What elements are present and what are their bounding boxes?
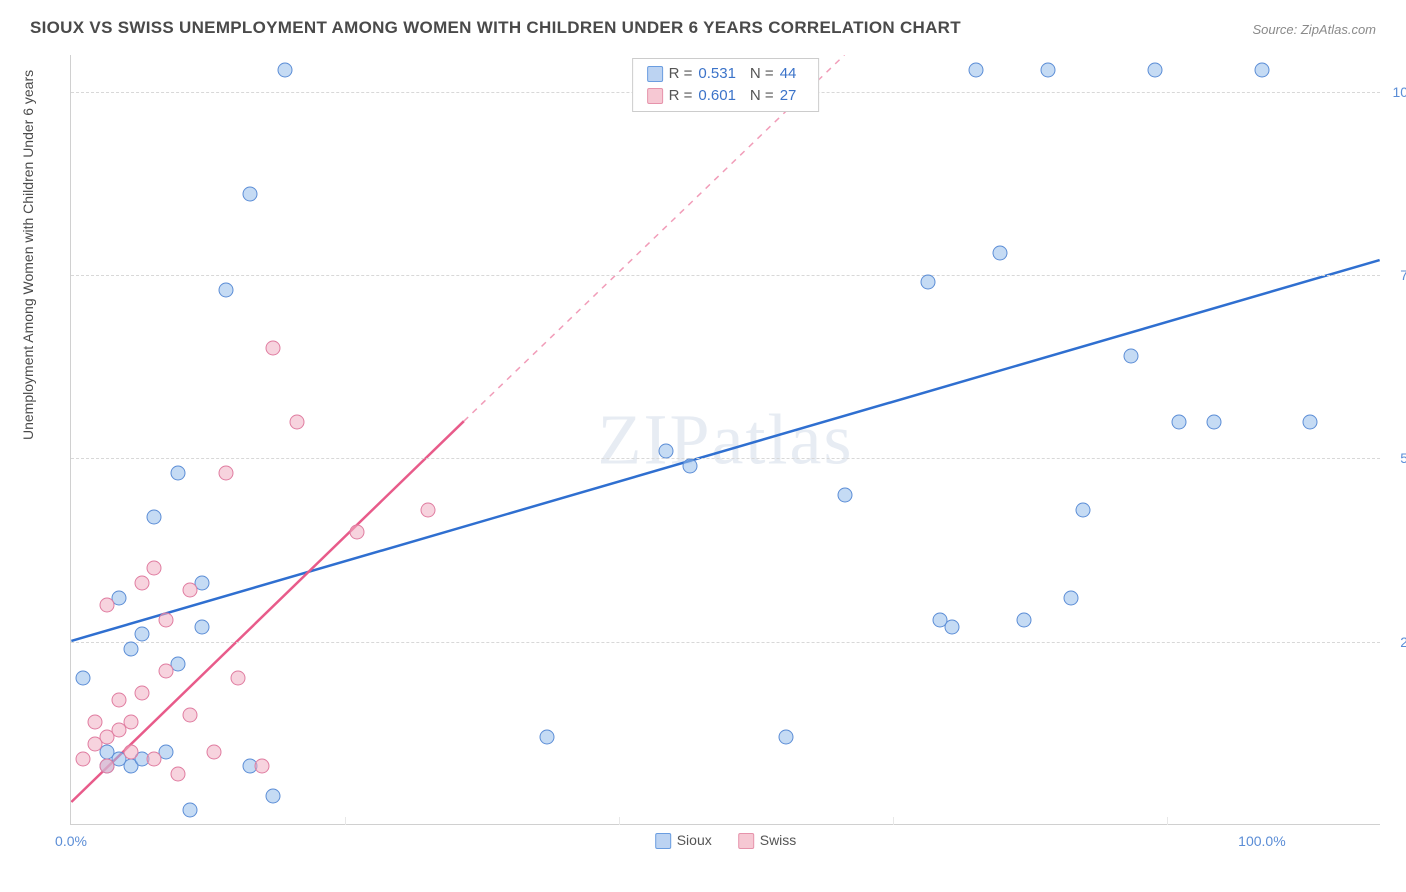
legend-series-label: Swiss	[760, 832, 797, 848]
y-tick-label: 100.0%	[1393, 84, 1406, 100]
data-point	[242, 187, 257, 202]
legend-n-label: N =	[750, 85, 774, 107]
data-point	[683, 458, 698, 473]
data-point	[1171, 414, 1186, 429]
data-point	[171, 766, 186, 781]
data-point	[969, 62, 984, 77]
gridline-h	[71, 275, 1380, 276]
data-point	[1064, 590, 1079, 605]
y-tick-label: 50.0%	[1400, 450, 1406, 466]
data-point	[1254, 62, 1269, 77]
data-point	[1016, 612, 1031, 627]
legend-series-item: Swiss	[738, 832, 797, 849]
gridline-h	[71, 458, 1380, 459]
x-tick-label: 0.0%	[55, 833, 87, 849]
data-point	[921, 275, 936, 290]
data-point	[218, 282, 233, 297]
legend-stats-row: R =0.601 N = 27	[647, 85, 805, 107]
data-point	[147, 752, 162, 767]
data-point	[1123, 348, 1138, 363]
data-point	[183, 803, 198, 818]
legend-r-label: R =	[669, 85, 693, 107]
data-point	[147, 510, 162, 525]
data-point	[1147, 62, 1162, 77]
y-tick-label: 75.0%	[1400, 267, 1406, 283]
data-point	[75, 671, 90, 686]
gridline-v	[893, 817, 894, 825]
data-point	[159, 664, 174, 679]
legend-n-value: 27	[780, 85, 797, 107]
legend-swatch	[738, 833, 754, 849]
legend-n-value: 44	[780, 63, 797, 85]
data-point	[1076, 502, 1091, 517]
data-point	[540, 730, 555, 745]
gridline-v	[345, 817, 346, 825]
legend-r-label: R =	[669, 63, 693, 85]
legend-swatch	[647, 66, 663, 82]
data-point	[111, 693, 126, 708]
data-point	[1302, 414, 1317, 429]
data-point	[421, 502, 436, 517]
data-point	[159, 612, 174, 627]
data-point	[123, 744, 138, 759]
legend-stats: R =0.531 N = 44 R =0.601 N = 27	[632, 58, 820, 112]
legend-r-value: 0.601	[698, 85, 736, 107]
gridline-v	[1167, 817, 1168, 825]
data-point	[659, 444, 674, 459]
data-point	[99, 759, 114, 774]
data-point	[290, 414, 305, 429]
legend-r-value: 0.531	[698, 63, 736, 85]
legend-n-label: N =	[750, 63, 774, 85]
data-point	[75, 752, 90, 767]
page-title: SIOUX VS SWISS UNEMPLOYMENT AMONG WOMEN …	[30, 18, 961, 38]
legend-swatch	[647, 88, 663, 104]
data-point	[266, 788, 281, 803]
data-point	[992, 246, 1007, 261]
data-point	[218, 466, 233, 481]
data-point	[171, 466, 186, 481]
data-point	[135, 686, 150, 701]
data-point	[1040, 62, 1055, 77]
data-point	[230, 671, 245, 686]
data-point	[123, 715, 138, 730]
data-point	[147, 561, 162, 576]
data-point	[778, 730, 793, 745]
y-axis-label: Unemployment Among Women with Children U…	[20, 70, 36, 440]
gridline-h	[71, 642, 1380, 643]
data-point	[933, 612, 948, 627]
chart-area: ZIPatlas R =0.531N =44R =0.601N =27 Siou…	[70, 55, 1380, 825]
gridline-v	[619, 817, 620, 825]
data-point	[123, 642, 138, 657]
source-label: Source: ZipAtlas.com	[1252, 22, 1376, 37]
legend-series-item: Sioux	[655, 832, 712, 849]
y-tick-label: 25.0%	[1400, 634, 1406, 650]
data-point	[99, 598, 114, 613]
legend-stats-row: R =0.531 N = 44	[647, 63, 805, 85]
data-point	[135, 576, 150, 591]
data-point	[135, 627, 150, 642]
data-point	[206, 744, 221, 759]
data-point	[254, 759, 269, 774]
data-point	[195, 620, 210, 635]
x-tick-label: 100.0%	[1238, 833, 1285, 849]
data-point	[278, 62, 293, 77]
legend-series-label: Sioux	[677, 832, 712, 848]
data-point	[838, 488, 853, 503]
legend-swatch	[655, 833, 671, 849]
data-point	[266, 341, 281, 356]
data-point	[87, 715, 102, 730]
legend-series: Sioux Swiss	[655, 832, 797, 849]
data-point	[183, 708, 198, 723]
data-point	[349, 524, 364, 539]
watermark: ZIPatlas	[598, 398, 854, 481]
trend-lines-layer	[71, 55, 1380, 824]
data-point	[1207, 414, 1222, 429]
data-point	[183, 583, 198, 598]
